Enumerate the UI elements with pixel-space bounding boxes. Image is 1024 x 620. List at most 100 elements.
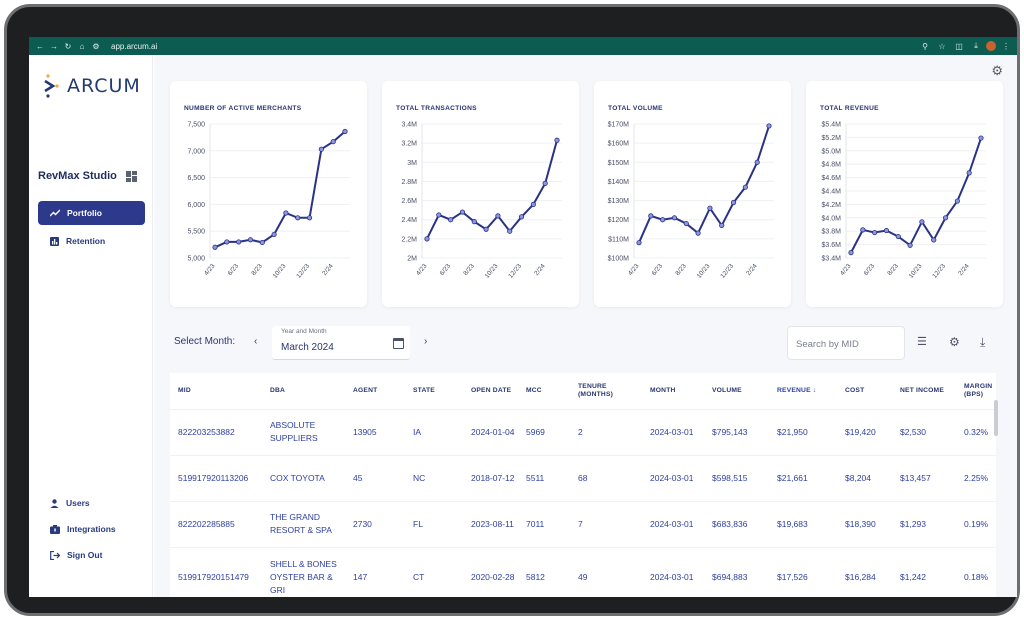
x-tick-label: 4/23	[627, 262, 641, 276]
extensions-icon[interactable]: ◫	[955, 41, 963, 51]
column-header[interactable]: COST	[845, 386, 865, 394]
search-mid-input[interactable]: Search by MID	[787, 326, 905, 360]
column-header[interactable]: OPEN DATE	[471, 386, 512, 394]
x-tick-label: 6/23	[439, 262, 453, 276]
forward-icon[interactable]: →	[50, 41, 58, 51]
column-header[interactable]: MCC	[526, 386, 542, 394]
year-month-picker[interactable]: Year and Month March 2024	[272, 326, 410, 360]
data-point	[224, 239, 230, 245]
calendar-icon[interactable]	[393, 338, 404, 349]
data-point	[259, 239, 265, 246]
filter-icon[interactable]: ☰	[917, 336, 927, 348]
integrations-icon	[50, 524, 60, 534]
data-point	[954, 198, 960, 204]
nav-users[interactable]: Users	[38, 491, 145, 515]
chart-svg: $100M $110M $120M $130M $140M $150M $160M $170M…	[608, 122, 774, 280]
dashboard-icon[interactable]	[125, 170, 137, 182]
data-point	[754, 159, 760, 165]
data-point	[554, 137, 560, 143]
column-header[interactable]: MARGIN (BPS)	[964, 382, 993, 398]
column-header[interactable]: NET INCOME	[900, 386, 944, 394]
column-header[interactable]: DBA	[270, 386, 286, 394]
nav-label: Sign Out	[67, 550, 103, 560]
table-cell: IA	[405, 408, 463, 455]
column-header[interactable]: STATE	[413, 386, 435, 394]
x-tick-label: 4/23	[415, 262, 429, 276]
y-tick-label: $100M	[608, 256, 630, 263]
settings-gear-icon[interactable]: ⚙	[991, 63, 1003, 78]
data-point	[860, 227, 866, 233]
x-tick-label: 2/24	[957, 262, 971, 276]
y-tick-label: 6,000	[187, 202, 205, 209]
nav-integrations[interactable]: Integrations	[38, 517, 145, 541]
table-cell: COX TOYOTA	[262, 454, 345, 501]
profile-avatar[interactable]	[986, 41, 996, 51]
y-tick-label: 2.2M	[401, 236, 417, 243]
home-icon[interactable]: ⌂	[79, 41, 85, 51]
nav-sign-out[interactable]: Sign Out	[38, 543, 145, 567]
table-cell: $21,950	[769, 408, 837, 455]
next-month-chevron-icon[interactable]: ›	[424, 336, 428, 347]
table-row[interactable]: 822203253882 ABSOLUTE SUPPLIERS 13905 IA 202…	[170, 408, 996, 455]
address-bar[interactable]: app.arcum.ai	[111, 41, 158, 51]
data-point	[483, 226, 489, 232]
y-tick-label: $4.6M	[822, 175, 842, 182]
data-point	[212, 244, 218, 250]
table-body: 822203253882 ABSOLUTE SUPPLIERS 13905 IA 202…	[170, 408, 996, 597]
column-header[interactable]: REVENUE ↓	[777, 386, 817, 394]
column-header[interactable]: TENURE (MONTHS)	[578, 382, 614, 398]
x-tick-label: 10/23	[272, 263, 288, 280]
zoom-icon[interactable]: ⚲	[922, 41, 928, 51]
data-point	[507, 228, 513, 234]
column-header[interactable]: AGENT	[353, 386, 378, 394]
star-icon[interactable]: ☆	[938, 41, 946, 51]
data-point	[742, 184, 748, 190]
table-row[interactable]: 822202285885 THE GRAND RESORT & SPA 2730 FL…	[170, 500, 996, 547]
data-point	[848, 250, 854, 256]
table-row[interactable]: 519917920113206 COX TOYOTA 45 NC 2018-07-12 5…	[170, 454, 996, 501]
table-cell: 49	[570, 546, 642, 597]
nav-portfolio[interactable]: Portfolio	[38, 201, 145, 225]
data-point	[895, 233, 901, 240]
table-settings-gear-icon[interactable]: ⚙	[949, 335, 960, 349]
logo[interactable]: ARCUM	[43, 73, 141, 99]
y-tick-label: 2.8M	[401, 179, 417, 186]
column-header[interactable]: MONTH	[650, 386, 676, 394]
back-icon[interactable]: ←	[36, 41, 44, 51]
x-tick-label: 10/23	[696, 263, 712, 280]
y-tick-label: $3.4M	[822, 256, 842, 263]
reload-icon[interactable]: ↻	[64, 41, 72, 51]
download-icon[interactable]: ⤓	[980, 335, 986, 349]
table-cell: $598,515	[704, 454, 769, 501]
table-row[interactable]: 519917920151479 SHELL & BONES OYSTER BAR …	[170, 546, 996, 597]
table-cell: 7	[570, 500, 642, 547]
table-cell: ABSOLUTE SUPPLIERS	[262, 408, 345, 455]
data-point	[518, 214, 525, 220]
x-tick-label: 10/23	[908, 263, 924, 280]
chart-card-total-volume: TOTAL VOLUME $100M $110M $120M $130M $140M $1…	[594, 81, 791, 307]
y-tick-label: $5.0M	[822, 148, 842, 155]
menu-icon[interactable]: ⋮	[1002, 41, 1010, 51]
column-header[interactable]: VOLUME	[712, 386, 742, 394]
nav-retention[interactable]: Retention	[38, 229, 145, 253]
column-header[interactable]: MID	[178, 386, 191, 394]
data-point	[707, 205, 713, 211]
prev-month-chevron-icon[interactable]: ‹	[254, 336, 258, 347]
chart-card-total-revenue: TOTAL REVENUE $3.4M $3.6M $3.8M $4.0M $4.2M $…	[806, 81, 1003, 307]
studio-header: RevMax Studio	[38, 170, 137, 182]
y-tick-label: $3.6M	[822, 242, 842, 249]
data-point	[942, 215, 949, 221]
screen: ← → ↻ ⌂ ⚙ app.arcum.ai ⚲ ☆ ◫ ⤓ ⋮ ARCUM R…	[29, 37, 1017, 597]
x-tick-label: 6/23	[651, 262, 665, 276]
download-icon[interactable]: ⤓	[974, 41, 978, 50]
table-cell: 5969	[518, 408, 570, 455]
table-scrollbar[interactable]	[994, 400, 998, 436]
table-cell: 0.32%	[956, 408, 996, 455]
site-info-icon[interactable]: ⚙	[92, 41, 100, 51]
table-cell: $13,457	[892, 454, 956, 501]
y-tick-label: $3.8M	[822, 229, 842, 236]
data-point	[730, 199, 737, 206]
x-tick-label: 12/23	[719, 263, 735, 280]
table-cell: $694,883	[704, 546, 769, 597]
data-point	[966, 170, 972, 176]
